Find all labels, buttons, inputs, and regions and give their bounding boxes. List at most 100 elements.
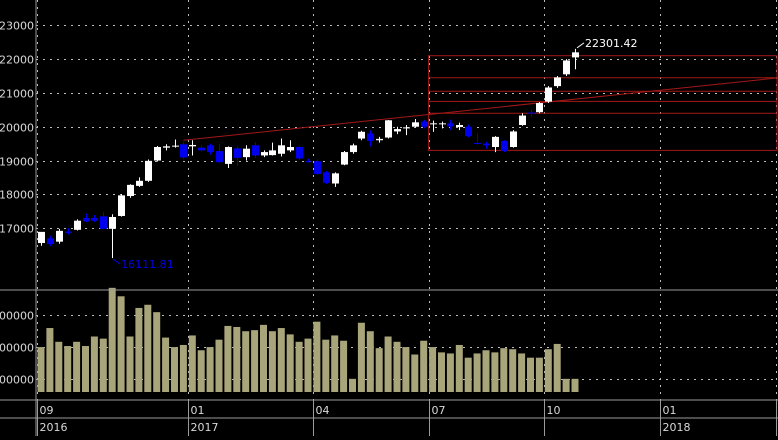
candle-body bbox=[385, 120, 392, 138]
volume-bar bbox=[571, 378, 579, 392]
month-tick-label: 09 bbox=[40, 404, 54, 417]
volume-bar bbox=[90, 336, 98, 392]
candle-body bbox=[47, 238, 54, 245]
volume-bar bbox=[197, 350, 205, 392]
volume-bar bbox=[420, 340, 428, 392]
candle-body bbox=[572, 52, 579, 58]
volume-bar bbox=[527, 357, 534, 392]
high-label: 22301.42 bbox=[585, 37, 638, 50]
candle-body bbox=[225, 147, 232, 164]
candle-body bbox=[163, 146, 170, 148]
volume-bar bbox=[286, 334, 294, 392]
volume-bar bbox=[215, 339, 223, 392]
volume-bar bbox=[171, 347, 178, 392]
volume-bar bbox=[322, 339, 330, 392]
candle-body bbox=[38, 231, 45, 244]
month-tick-label: 01 bbox=[663, 404, 677, 417]
volume-bar bbox=[518, 353, 526, 392]
volume-tick-label: 500000 bbox=[0, 342, 34, 355]
candle-body bbox=[376, 138, 383, 141]
volume-bar bbox=[188, 335, 196, 392]
volume-bar bbox=[357, 322, 365, 392]
volume-bar bbox=[179, 344, 187, 392]
candle-body bbox=[243, 148, 250, 158]
volume-bar bbox=[108, 287, 116, 392]
year-tick-label: 2018 bbox=[663, 421, 691, 434]
volume-bar bbox=[295, 341, 303, 392]
candle-body bbox=[136, 180, 143, 186]
candle-body bbox=[394, 129, 401, 132]
candle-body bbox=[154, 147, 161, 161]
volume-bar bbox=[99, 338, 107, 392]
low-arrow bbox=[112, 258, 121, 265]
price-tick-label: 18000 bbox=[0, 189, 34, 202]
candle-body bbox=[483, 143, 490, 146]
candle-body bbox=[180, 144, 187, 158]
volume-bar bbox=[162, 337, 170, 392]
candle-body bbox=[207, 145, 214, 153]
volume-bar bbox=[206, 347, 214, 392]
volume-bar bbox=[464, 357, 472, 392]
candle-body bbox=[296, 147, 303, 159]
volume-bar bbox=[268, 331, 276, 392]
volume-bar bbox=[126, 336, 134, 392]
candle-body bbox=[234, 148, 241, 158]
candle-body bbox=[305, 161, 312, 163]
volume-bar bbox=[500, 348, 508, 392]
volume-tick-label: 200000 bbox=[0, 374, 34, 387]
candle-body bbox=[278, 145, 285, 154]
candle-body bbox=[252, 145, 259, 156]
year-tick-label: 2017 bbox=[191, 421, 219, 434]
volume-bar bbox=[411, 354, 419, 392]
volume-bar bbox=[55, 341, 63, 392]
volume-layer bbox=[37, 287, 579, 392]
volume-bar bbox=[384, 336, 392, 392]
candle-body bbox=[83, 218, 90, 222]
candle-body bbox=[554, 77, 561, 87]
volume-bar bbox=[455, 344, 463, 392]
candle-body bbox=[358, 131, 365, 139]
volume-bar bbox=[331, 335, 339, 392]
price-tick-label: 17000 bbox=[0, 223, 34, 236]
candle-body bbox=[65, 231, 72, 233]
candle-body bbox=[447, 123, 454, 127]
candle-body bbox=[412, 122, 419, 127]
candle-body bbox=[109, 216, 116, 229]
volume-bar bbox=[535, 357, 543, 392]
volume-bar bbox=[242, 331, 250, 392]
volume-bar bbox=[438, 352, 445, 392]
candle-body bbox=[287, 147, 294, 151]
candle-body bbox=[403, 127, 410, 129]
candle-body bbox=[91, 218, 98, 221]
volume-bar bbox=[313, 321, 321, 392]
annotation-layer: 22301.42 16111.81 bbox=[112, 37, 638, 271]
volume-bar bbox=[446, 353, 454, 392]
volume-bar bbox=[260, 324, 267, 392]
candle-body bbox=[421, 121, 428, 127]
volume-bar bbox=[64, 346, 72, 392]
volume-bar bbox=[251, 330, 259, 392]
volume-bar bbox=[366, 331, 374, 392]
volume-bar bbox=[135, 307, 143, 392]
volume-bar bbox=[153, 312, 161, 392]
volume-bar bbox=[82, 346, 89, 392]
candle-body bbox=[189, 144, 196, 147]
candle-body bbox=[367, 133, 374, 141]
volume-bar bbox=[491, 352, 499, 392]
volume-bar bbox=[562, 378, 570, 392]
candle-body bbox=[465, 126, 472, 137]
month-tick-label: 04 bbox=[316, 404, 330, 417]
candle-body bbox=[350, 145, 357, 153]
volume-bar bbox=[117, 296, 125, 392]
candle-body bbox=[430, 123, 437, 125]
candle-body bbox=[261, 152, 268, 156]
candle-body bbox=[456, 125, 463, 128]
volume-bar bbox=[277, 328, 285, 392]
price-tick-label: 20000 bbox=[0, 122, 34, 135]
candle-body bbox=[269, 150, 276, 156]
month-tick-label: 07 bbox=[432, 404, 446, 417]
volume-bar bbox=[544, 349, 552, 392]
